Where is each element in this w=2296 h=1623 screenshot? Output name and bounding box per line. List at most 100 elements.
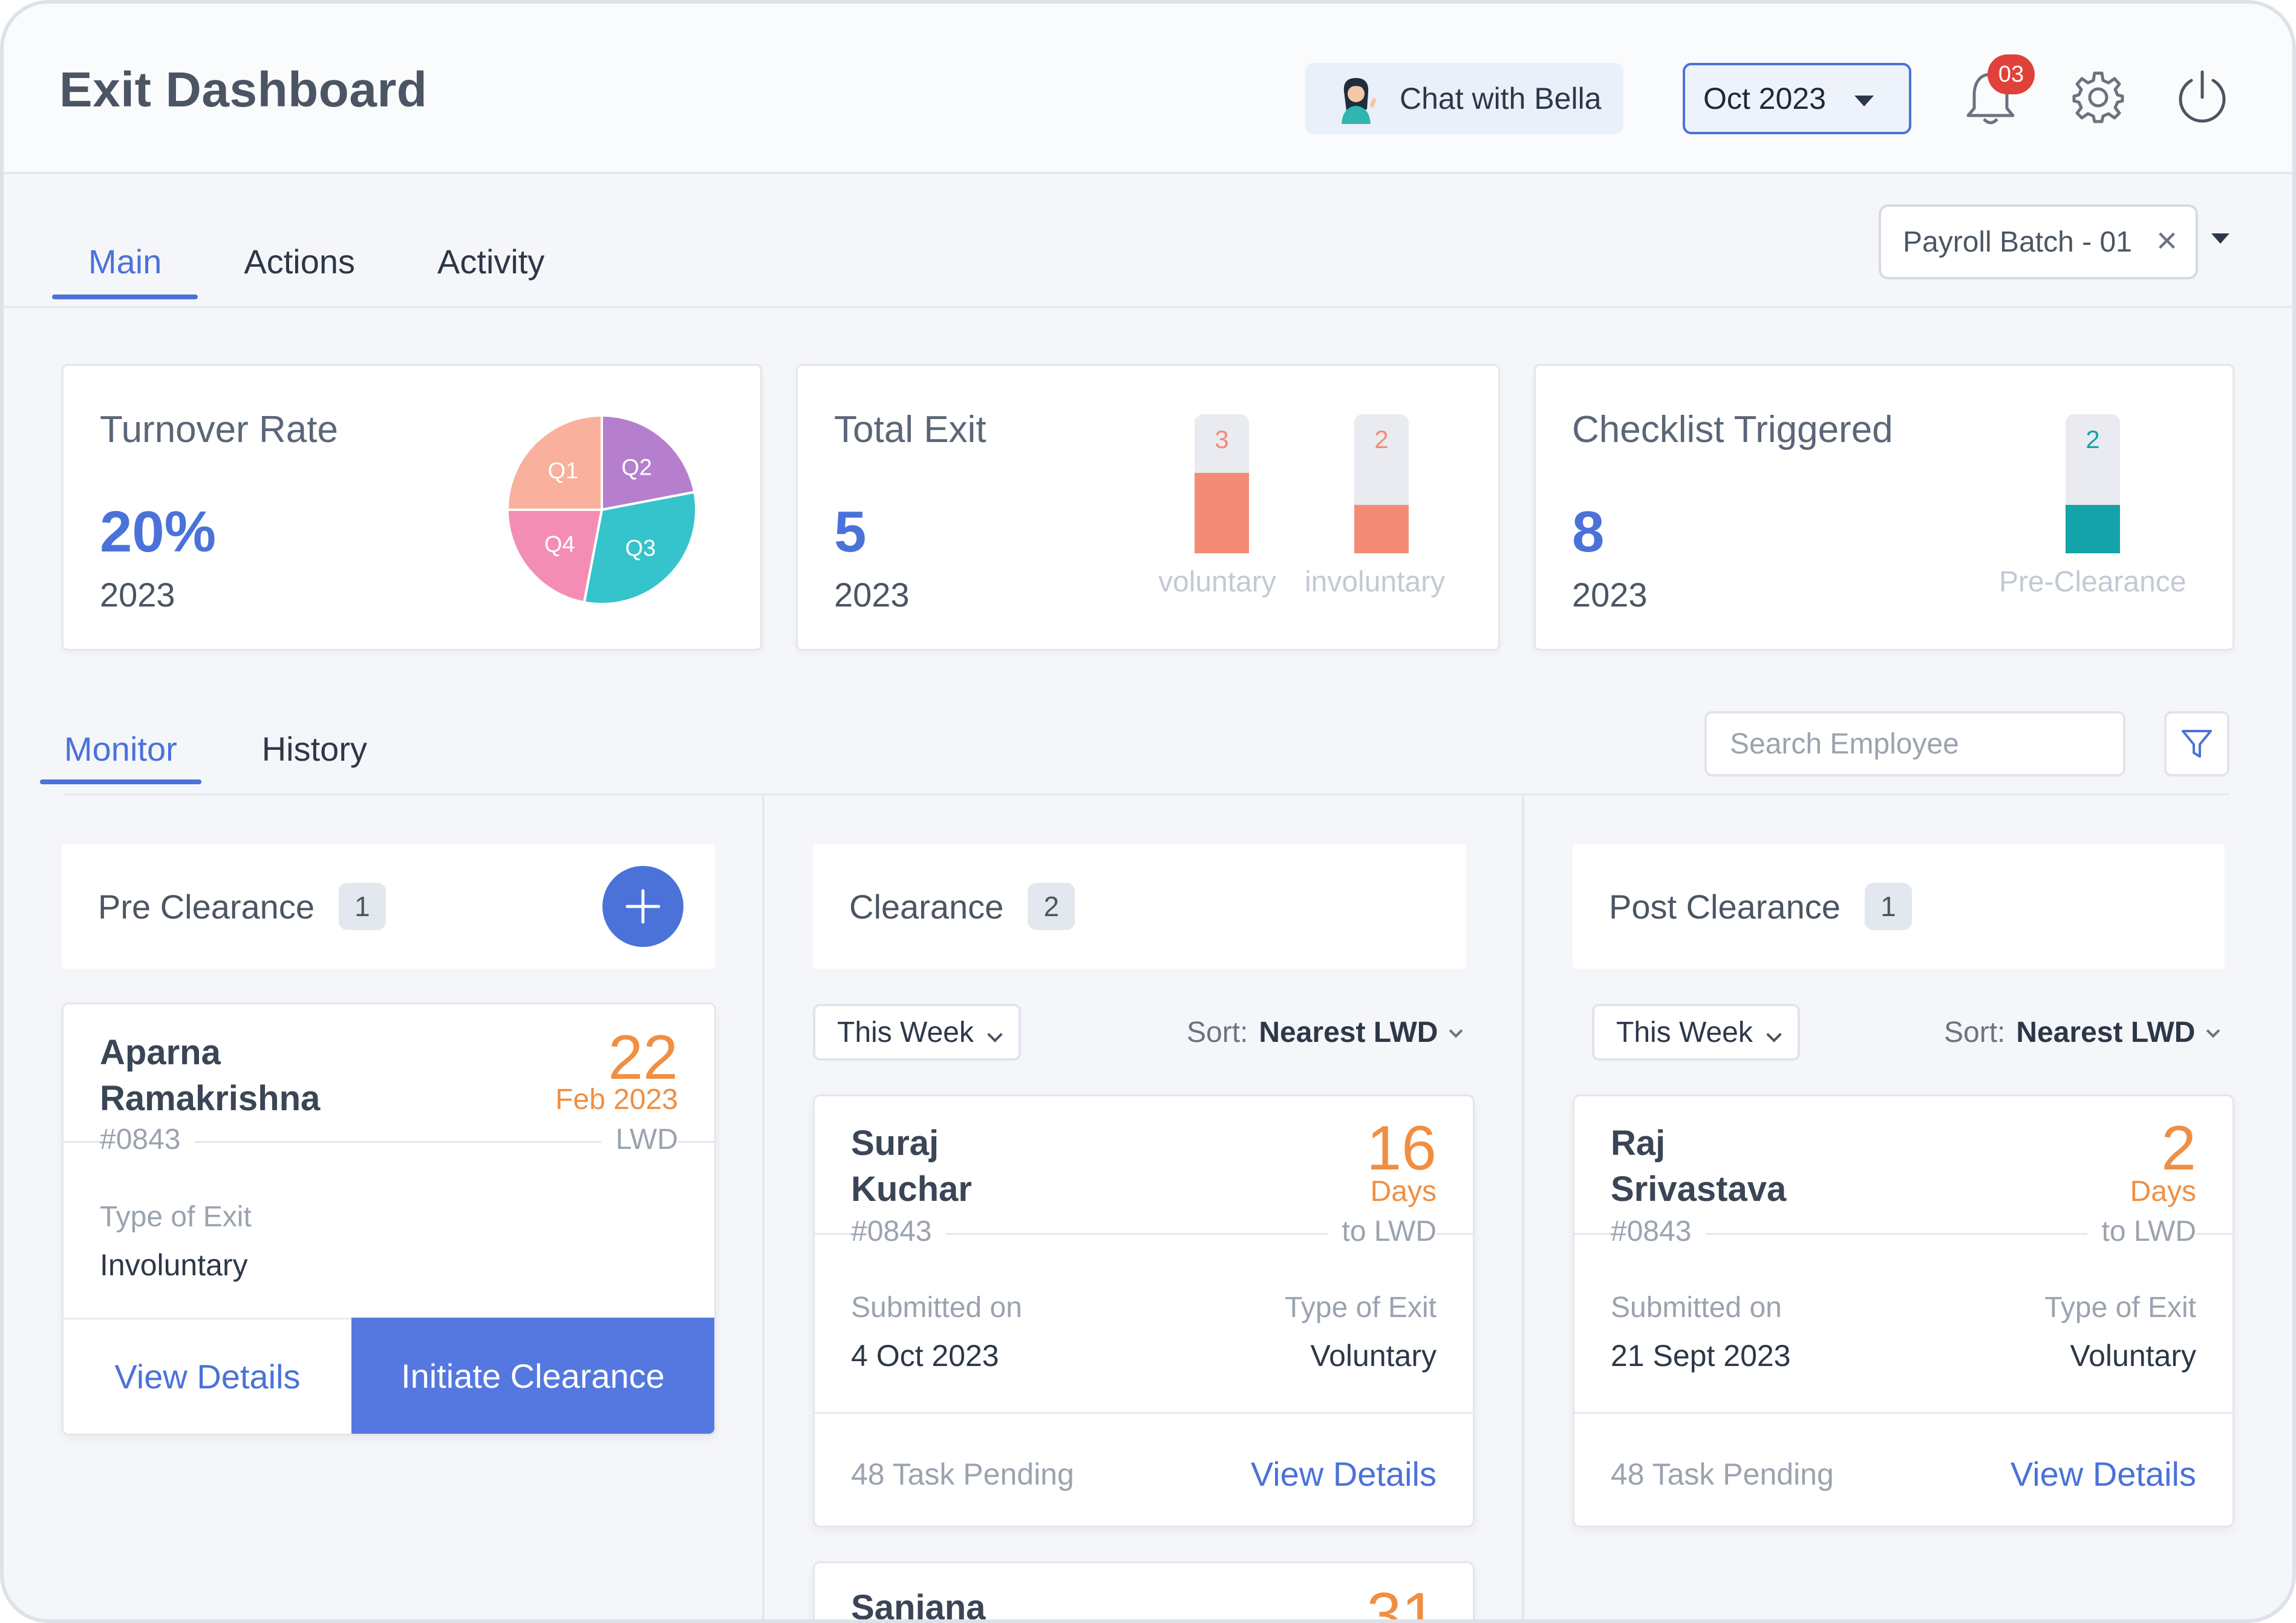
caret-down-icon[interactable] — [2211, 233, 2229, 244]
clearance-header: Clearance 2 — [813, 844, 1466, 969]
caret-down-icon — [1854, 96, 1874, 106]
days-label: Days — [2130, 1176, 2196, 1208]
filter-icon — [2182, 730, 2212, 758]
post-clearance-count: 1 — [1864, 883, 1912, 930]
clearance-count: 2 — [1028, 883, 1075, 930]
week-value: This Week — [1616, 1016, 1753, 1049]
bar-fill-pre-clearance — [2066, 504, 2120, 553]
payroll-batch-filter[interactable]: Payroll Batch - 01 × — [1879, 204, 2198, 279]
chevron-down-icon — [1449, 1024, 1463, 1038]
employee-first-name: Aparna — [100, 1033, 221, 1072]
tab-actions[interactable]: Actions — [244, 242, 356, 281]
days-label: Days — [1370, 1176, 1437, 1208]
tab-history[interactable]: History — [261, 730, 367, 768]
period-dropdown[interactable]: Oct 2023 — [1683, 63, 1911, 134]
pre-clearance-count: 1 — [338, 883, 386, 930]
view-details-button[interactable]: View Details — [64, 1318, 351, 1434]
bar-pre-clearance: 2 — [2066, 414, 2120, 553]
view-details-link[interactable]: View Details — [1250, 1455, 1437, 1493]
exit-type-value: Involuntary — [100, 1248, 248, 1282]
employee-first-name: Sanjana — [851, 1588, 986, 1623]
submitted-label: Submitted on — [1611, 1292, 1782, 1324]
turnover-value: 20% — [100, 499, 217, 564]
sub-tabs-divider — [64, 793, 2229, 795]
notification-badge: 03 — [1988, 54, 2035, 94]
employee-card-suraj: Suraj Kuchar #0843 16 Days to LWD Submit… — [813, 1094, 1475, 1527]
clearance-title: Clearance — [849, 887, 1004, 926]
days-count: 16 — [1366, 1113, 1437, 1183]
turnover-label: Turnover Rate — [100, 409, 338, 450]
search-input[interactable] — [1730, 727, 2105, 761]
bar-value-voluntary: 3 — [1215, 425, 1229, 454]
total-exit-card: Total Exit 5 2023 3 voluntary 2 involunt… — [796, 364, 1500, 651]
tab-activity[interactable]: Activity — [437, 242, 545, 281]
pie-label-q4: Q4 — [544, 532, 575, 558]
submitted-date: 21 Sept 2023 — [1611, 1339, 1791, 1373]
employee-card-aparna: Aparna Ramakrishna #0843 22 Feb 2023 LWD… — [62, 1003, 716, 1436]
power-icon[interactable] — [2169, 64, 2236, 131]
pie-label-q3: Q3 — [625, 536, 656, 561]
search-employee-box[interactable] — [1704, 711, 2125, 776]
pie-slice-q3 — [582, 490, 697, 605]
total-exit-label: Total Exit — [834, 409, 987, 450]
exit-type-label: Type of Exit — [1285, 1292, 1437, 1324]
bar-involuntary: 2 — [1354, 414, 1409, 553]
bella-avatar-icon — [1342, 78, 1377, 124]
bar-value-involuntary: 2 — [1374, 425, 1389, 454]
post-sort[interactable]: Sort: Nearest LWD — [1944, 1016, 2220, 1049]
turnover-rate-card: Turnover Rate 20% 2023 Q1 Q2 Q3 Q4 — [62, 364, 762, 651]
employee-last-name: Srivastava — [1611, 1169, 1787, 1209]
column-divider — [1522, 796, 1524, 1619]
initiate-clearance-button[interactable]: Initiate Clearance — [351, 1318, 714, 1434]
bar-label-pre-clearance: Pre-Clearance — [1999, 566, 2187, 598]
clearance-week-dropdown[interactable]: This Week — [813, 1004, 1021, 1061]
post-clearance-header: Post Clearance 1 — [1573, 844, 2225, 969]
sort-value: Nearest LWD — [2016, 1016, 2196, 1049]
submitted-label: Submitted on — [851, 1292, 1022, 1324]
plus-icon — [625, 889, 660, 924]
bar-fill-involuntary — [1354, 504, 1409, 553]
filter-button[interactable] — [2164, 711, 2229, 776]
checklist-value: 8 — [1572, 499, 1605, 564]
tab-main[interactable]: Main — [51, 233, 198, 299]
turnover-year: 2023 — [100, 576, 175, 614]
column-divider — [762, 796, 765, 1619]
chevron-down-icon — [2206, 1024, 2220, 1038]
sort-label: Sort: — [1944, 1016, 2006, 1049]
card-actions: View Details Initiate Clearance — [64, 1318, 714, 1434]
pie-label-q2: Q2 — [621, 455, 652, 480]
submitted-date: 4 Oct 2023 — [851, 1339, 999, 1373]
bar-fill-voluntary — [1195, 472, 1249, 553]
lwd-label: LWD — [601, 1123, 678, 1156]
bar-label-involuntary: involuntary — [1305, 566, 1446, 598]
exit-type-label: Type of Exit — [2044, 1292, 2196, 1324]
view-details-link[interactable]: View Details — [2010, 1455, 2196, 1493]
add-button[interactable] — [602, 866, 683, 947]
close-icon[interactable]: × — [2156, 220, 2177, 261]
bar-label-voluntary: voluntary — [1158, 566, 1276, 598]
to-lwd-label: to LWD — [1327, 1215, 1437, 1248]
pie-slice-q4 — [506, 509, 604, 604]
employee-card-sanjana: Sanjana 31 — [813, 1561, 1475, 1623]
checklist-year: 2023 — [1572, 576, 1648, 614]
employee-id: #0843 — [851, 1215, 947, 1248]
employee-first-name: Suraj — [851, 1124, 939, 1163]
chevron-down-icon — [1766, 1027, 1782, 1042]
sub-tabs: Monitor History — [40, 729, 452, 784]
chat-with-bella-button[interactable]: Chat with Bella — [1305, 63, 1623, 134]
post-week-dropdown[interactable]: This Week — [1592, 1004, 1800, 1061]
tasks-pending: 48 Task Pending — [851, 1457, 1074, 1491]
tab-monitor[interactable]: Monitor — [40, 729, 201, 784]
bar-value-pre-clearance: 2 — [2086, 425, 2100, 454]
period-value: Oct 2023 — [1703, 82, 1826, 115]
employee-id: #0843 — [100, 1123, 195, 1156]
gear-icon[interactable] — [2065, 64, 2131, 131]
chevron-down-icon — [987, 1027, 1003, 1042]
turnover-pie-chart: Q1 Q2 Q3 Q4 — [506, 414, 697, 605]
sort-value: Nearest LWD — [1259, 1016, 1438, 1049]
employee-last-name: Kuchar — [851, 1169, 972, 1209]
clearance-sort[interactable]: Sort: Nearest LWD — [1187, 1016, 1463, 1049]
exit-type-value: Voluntary — [2070, 1339, 2196, 1373]
employee-card-raj: Raj Srivastava #0843 2 Days to LWD Submi… — [1573, 1094, 2234, 1527]
